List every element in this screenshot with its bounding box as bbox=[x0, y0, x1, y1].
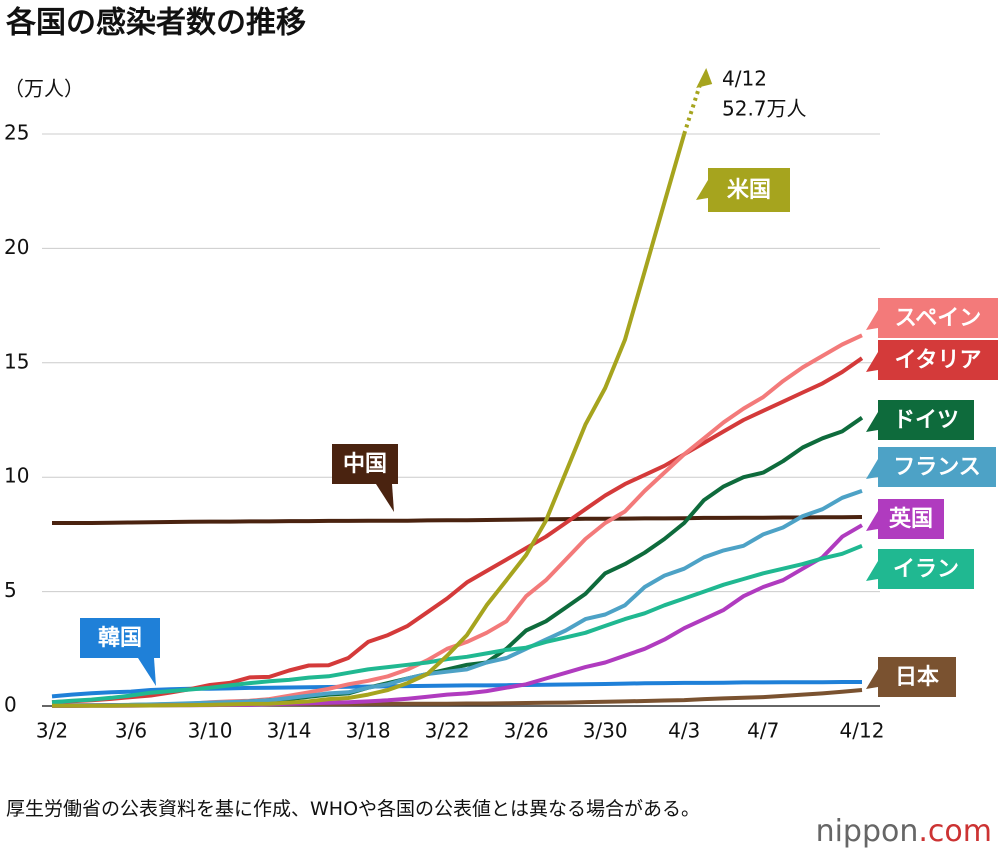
label-pointer bbox=[866, 561, 878, 581]
annotation-value: 52.7万人 bbox=[722, 97, 807, 121]
label-box bbox=[878, 657, 956, 697]
y-tick-label: 25 bbox=[4, 121, 29, 145]
series-line bbox=[52, 523, 864, 708]
note: 厚生労働省の公表資料を基に作成、WHOや各国の公表値とは異なる場合がある。 bbox=[6, 798, 701, 820]
x-tick-label: 3/26 bbox=[504, 719, 549, 743]
label-box bbox=[878, 340, 998, 380]
continuation bbox=[682, 83, 703, 135]
annotation-date: 4/12 bbox=[722, 67, 767, 91]
label-pointer bbox=[866, 669, 878, 689]
legend-label: 中国 bbox=[343, 452, 387, 477]
y-tick-label: 10 bbox=[4, 464, 29, 488]
x-tick-label: 3/2 bbox=[36, 719, 68, 743]
label-box bbox=[878, 549, 974, 589]
label-pointer bbox=[376, 484, 394, 512]
label-pointer bbox=[866, 310, 878, 330]
label-box bbox=[878, 298, 998, 338]
legend-label: 日本 bbox=[895, 665, 939, 690]
chart: 各国の感染者数の推移 （万人） 4/12 52.7万人 0 5 10 15 20 25 3/… bbox=[4, 6, 998, 743]
label-box bbox=[708, 168, 790, 212]
legend-label: 米国 bbox=[727, 178, 771, 203]
label-box bbox=[878, 447, 996, 487]
label-box bbox=[332, 444, 398, 484]
logo-suffix: .com bbox=[918, 814, 992, 849]
x-tick-label: 3/6 bbox=[115, 719, 147, 743]
label-pointer bbox=[696, 180, 708, 200]
legend-label: 韓国 bbox=[98, 625, 142, 651]
x-tick-label: 3/30 bbox=[583, 719, 628, 743]
legend-label: ドイツ bbox=[893, 408, 959, 433]
y-axis-label: （万人） bbox=[4, 77, 84, 101]
legend-label: イラン bbox=[893, 557, 959, 582]
label-box bbox=[80, 618, 160, 658]
series-line bbox=[51, 543, 863, 705]
x-tick-label: 3/14 bbox=[267, 719, 312, 743]
arrow-head bbox=[696, 68, 713, 88]
logo: nippon.com bbox=[816, 814, 992, 849]
x-tick-label: 4/3 bbox=[668, 719, 700, 743]
series-line bbox=[52, 133, 687, 708]
label-pointer bbox=[866, 412, 878, 432]
label-pointer bbox=[866, 511, 878, 531]
legend-label: スペイン bbox=[895, 306, 981, 331]
logo-name: nippon bbox=[815, 814, 919, 849]
label-pointer bbox=[138, 658, 156, 686]
label-box bbox=[878, 499, 944, 539]
series-line bbox=[52, 416, 864, 708]
x-tick-label: 3/10 bbox=[188, 719, 233, 743]
legend-label: フランス bbox=[893, 455, 981, 480]
y-tick-label: 20 bbox=[4, 235, 29, 259]
label-pointer bbox=[866, 459, 878, 479]
x-tick-label: 3/18 bbox=[346, 719, 391, 743]
x-tick-label: 3/22 bbox=[425, 719, 470, 743]
label-pointer bbox=[866, 352, 878, 372]
legend-label: 英国 bbox=[889, 507, 933, 532]
x-tick-label: 4/12 bbox=[840, 719, 885, 743]
chart-title: 各国の感染者数の推移 bbox=[5, 6, 306, 41]
y-tick-label: 5 bbox=[4, 578, 17, 602]
x-tick-label: 4/7 bbox=[747, 719, 779, 743]
label-box bbox=[878, 400, 974, 440]
y-tick-label: 15 bbox=[4, 349, 29, 373]
y-tick-label: 0 bbox=[4, 693, 17, 717]
series-line bbox=[52, 515, 863, 525]
legend-label: イタリア bbox=[894, 348, 981, 373]
